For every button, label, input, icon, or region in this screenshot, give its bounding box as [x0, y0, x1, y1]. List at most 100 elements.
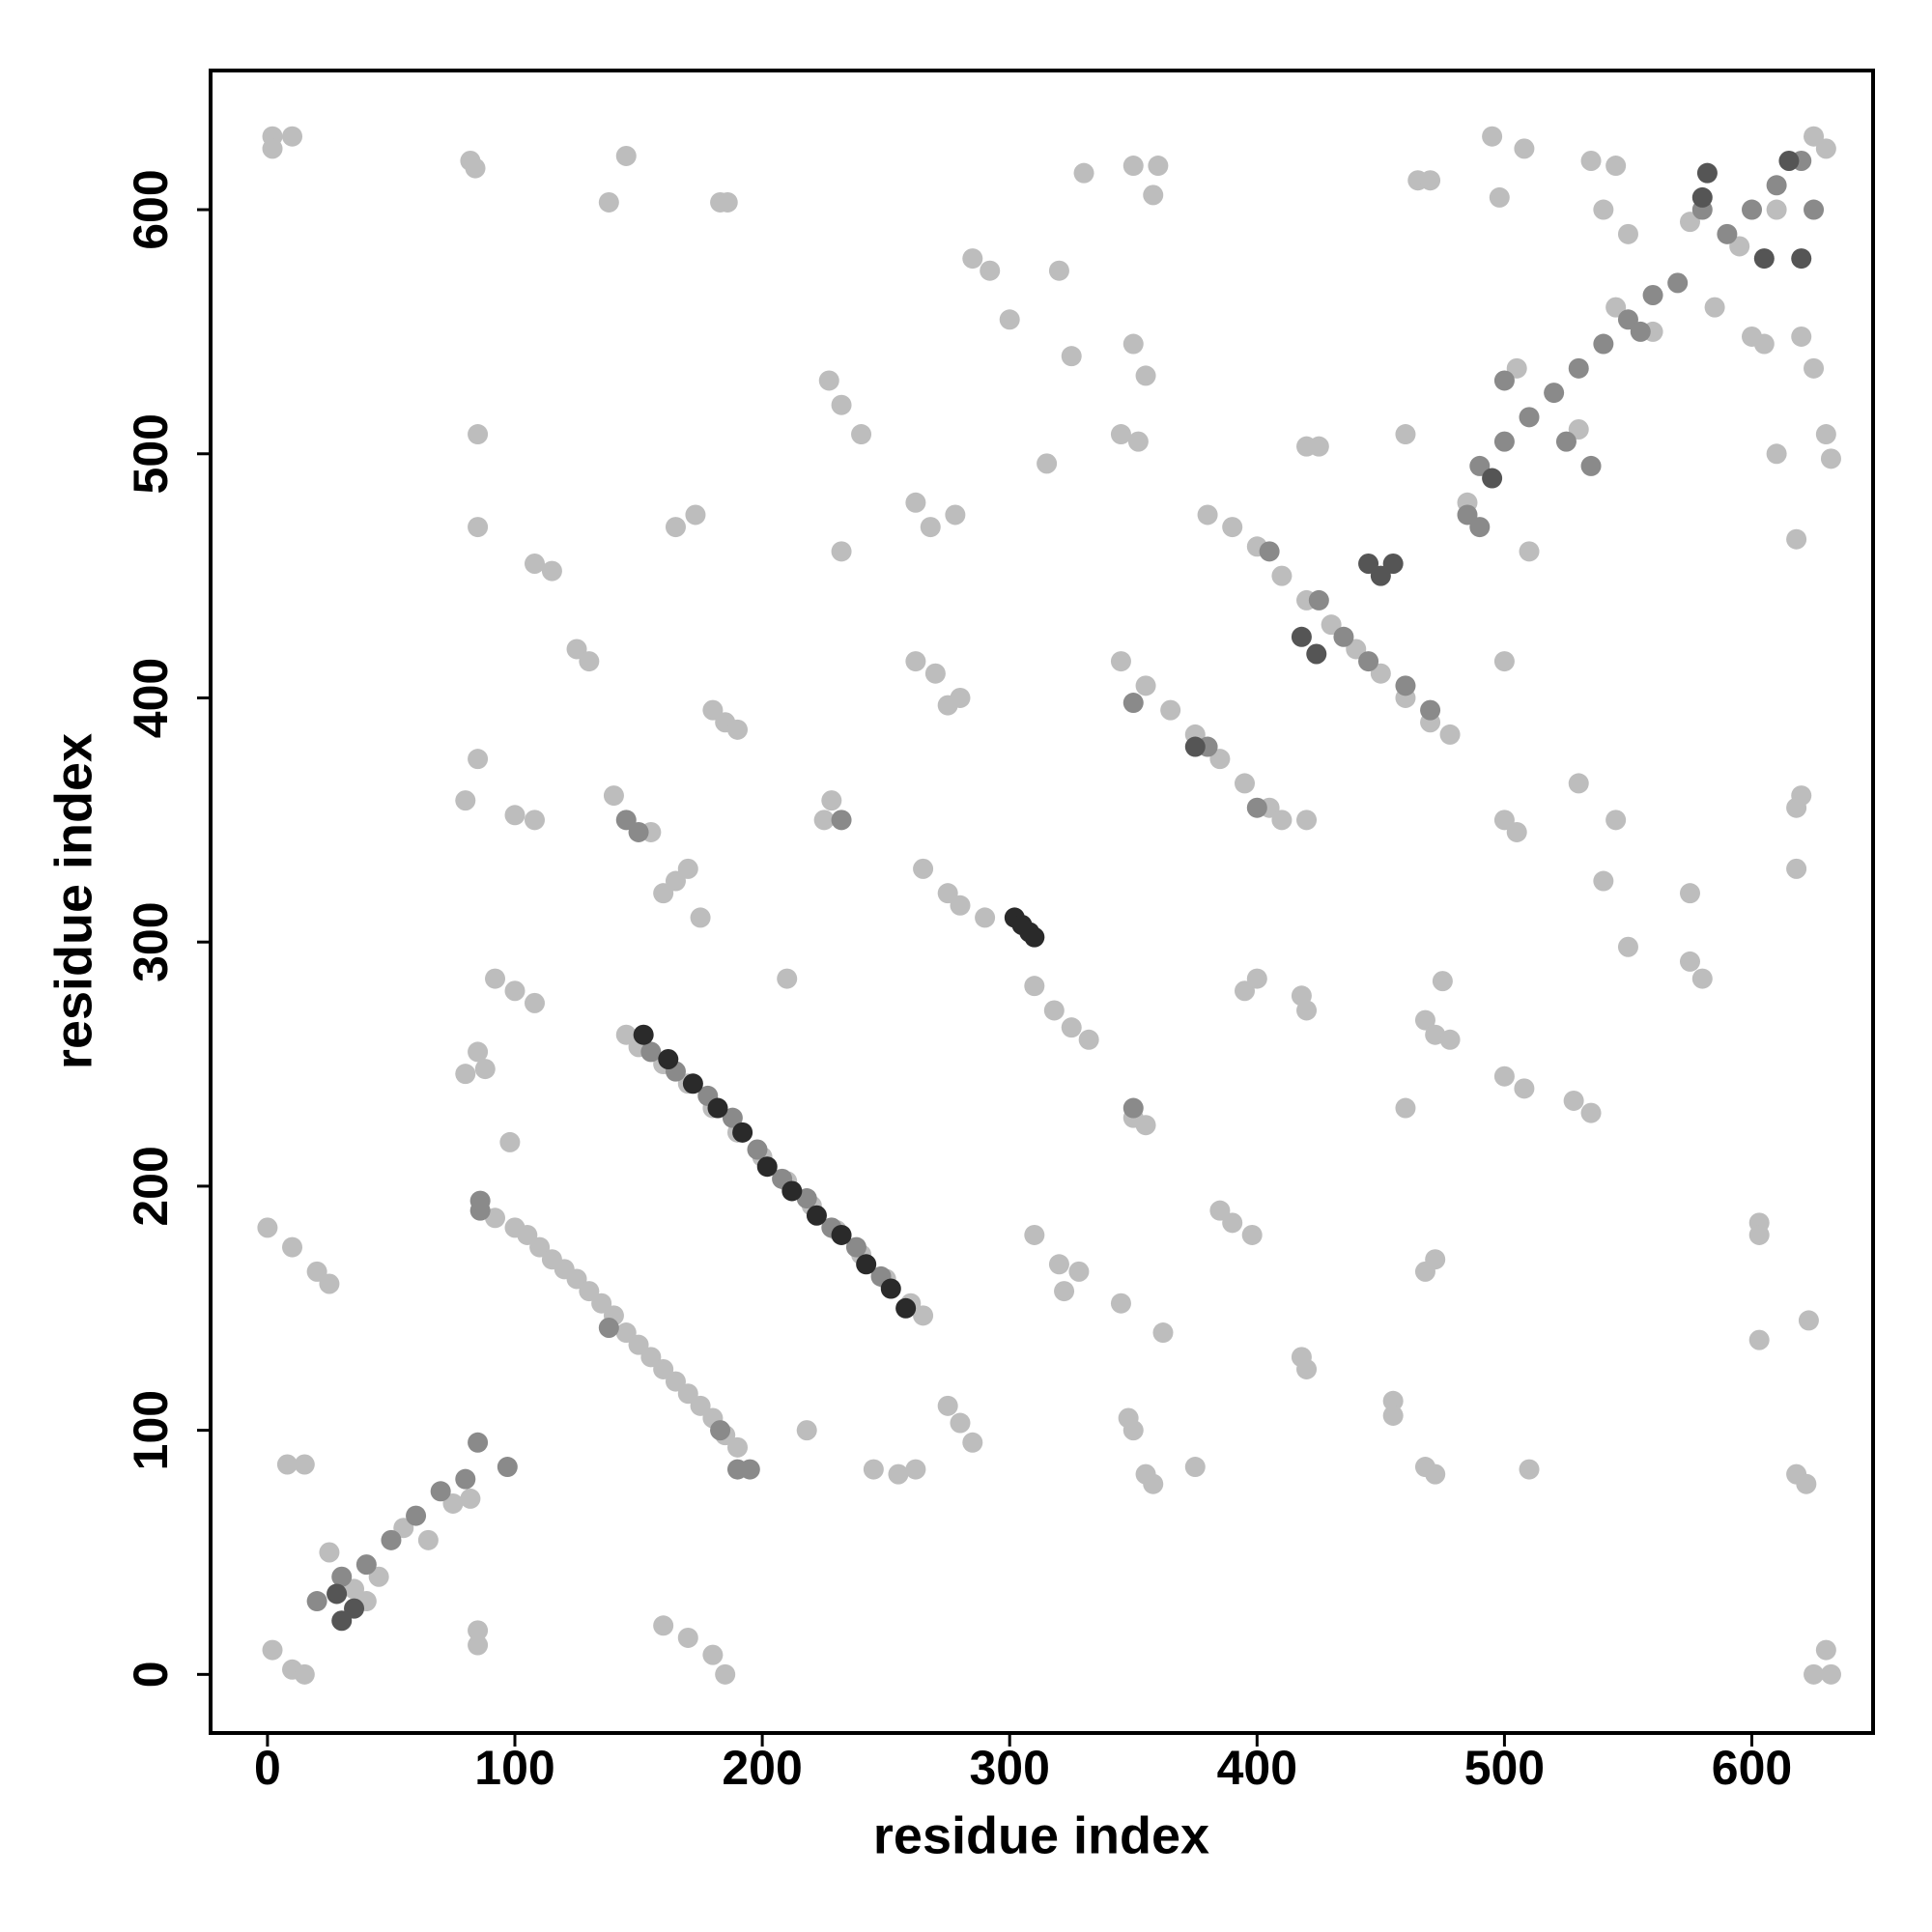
contact-point [1184, 736, 1206, 757]
contact-point [344, 1578, 365, 1600]
contact-point [1382, 553, 1404, 574]
contact-point [1717, 223, 1738, 244]
contact-point [1804, 357, 1825, 379]
contact-point [1222, 517, 1243, 538]
contact-point [468, 1634, 489, 1656]
contact-point [905, 492, 926, 513]
contact-point [880, 1278, 901, 1299]
contact-point [1061, 1017, 1082, 1038]
contact-point [1048, 260, 1069, 281]
contact-point [262, 1639, 283, 1661]
contact-point [851, 424, 872, 445]
contact-point [276, 1454, 298, 1475]
contact-point [1370, 663, 1391, 684]
contact-point [1127, 431, 1149, 452]
contact-point [1209, 1200, 1231, 1221]
contact-point [913, 858, 934, 879]
contact-point [1729, 236, 1750, 257]
contact-point [1296, 1000, 1318, 1021]
contact-point [1414, 1009, 1435, 1031]
contact-point [821, 790, 842, 811]
contact-point [677, 1627, 698, 1648]
contact-point [726, 719, 748, 740]
contact-point [1514, 138, 1535, 159]
contact-point [1766, 199, 1787, 220]
contact-point [468, 749, 489, 770]
contact-point [306, 1591, 327, 1612]
contact-point [1346, 639, 1367, 660]
contact-point [460, 1488, 481, 1509]
x-tick-label: 600 [1712, 1741, 1792, 1795]
contact-point [1054, 1281, 1075, 1302]
x-tick-label: 300 [969, 1741, 1049, 1795]
contact-point [710, 1420, 731, 1441]
contact-point [1820, 1663, 1841, 1685]
contact-point [1605, 810, 1627, 831]
contact-point [937, 1395, 958, 1416]
contact-point [1370, 565, 1391, 586]
x-axis-label: residue index [873, 1806, 1209, 1864]
contact-point [905, 651, 926, 672]
contact-point [1568, 773, 1589, 794]
contact-point [715, 1663, 736, 1685]
contact-point [1184, 1457, 1206, 1478]
contact-point [1382, 1405, 1404, 1426]
contact-point [975, 907, 996, 928]
contact-point [1593, 870, 1614, 892]
y-axis-label: residue index [44, 733, 102, 1069]
contact-point [1143, 1473, 1164, 1494]
contact-point [282, 126, 303, 147]
contact-point [831, 541, 852, 562]
contact-point [355, 1554, 377, 1576]
contact-point [1439, 1029, 1461, 1050]
contact-point [677, 858, 698, 879]
contact-point [517, 1224, 538, 1245]
contact-point [1796, 1473, 1817, 1494]
contact-point [1148, 156, 1169, 177]
contact-point [1308, 589, 1329, 611]
contact-point [677, 1383, 698, 1405]
contact-point [653, 1615, 674, 1636]
contact-point [1061, 346, 1082, 367]
contact-point [962, 248, 983, 270]
x-tick-label: 400 [1217, 1741, 1297, 1795]
y-tick-label: 400 [124, 658, 178, 738]
contact-point [1580, 455, 1602, 476]
contact-point [282, 1236, 303, 1258]
contact-point [368, 1566, 389, 1587]
contact-point [1642, 284, 1663, 305]
contact-point [1679, 212, 1700, 233]
contact-point [690, 907, 711, 928]
contact-point [381, 1529, 402, 1550]
contact-point [1395, 424, 1416, 445]
contact-point [1135, 675, 1156, 696]
contact-point [417, 1529, 439, 1550]
contact-point [1457, 504, 1478, 526]
contact-point [1786, 858, 1807, 879]
contact-point [1815, 1639, 1836, 1661]
contact-point [1630, 321, 1651, 342]
contact-point [1820, 448, 1841, 469]
contact-point [1519, 407, 1540, 428]
contact-point [1482, 126, 1503, 147]
contact-point [913, 1305, 934, 1326]
contact-point [640, 1347, 662, 1368]
contact-point [1420, 699, 1441, 721]
contact-point [633, 1024, 654, 1045]
contact-point [1110, 424, 1131, 445]
contact-point [722, 1107, 743, 1128]
contact-point [1555, 431, 1577, 452]
contact-point [1766, 175, 1787, 196]
contact-point [327, 1583, 348, 1605]
contact-point [1271, 810, 1293, 831]
contact-point [566, 1268, 587, 1290]
contact-point [1296, 1358, 1318, 1379]
contact-point [1135, 1115, 1156, 1136]
contact-point [468, 517, 489, 538]
contact-point [717, 191, 738, 213]
contact-point [1679, 883, 1700, 904]
contact-point [442, 1492, 464, 1514]
contact-point [1024, 976, 1045, 997]
y-tick-label: 600 [124, 169, 178, 249]
contact-point [1798, 1310, 1819, 1331]
